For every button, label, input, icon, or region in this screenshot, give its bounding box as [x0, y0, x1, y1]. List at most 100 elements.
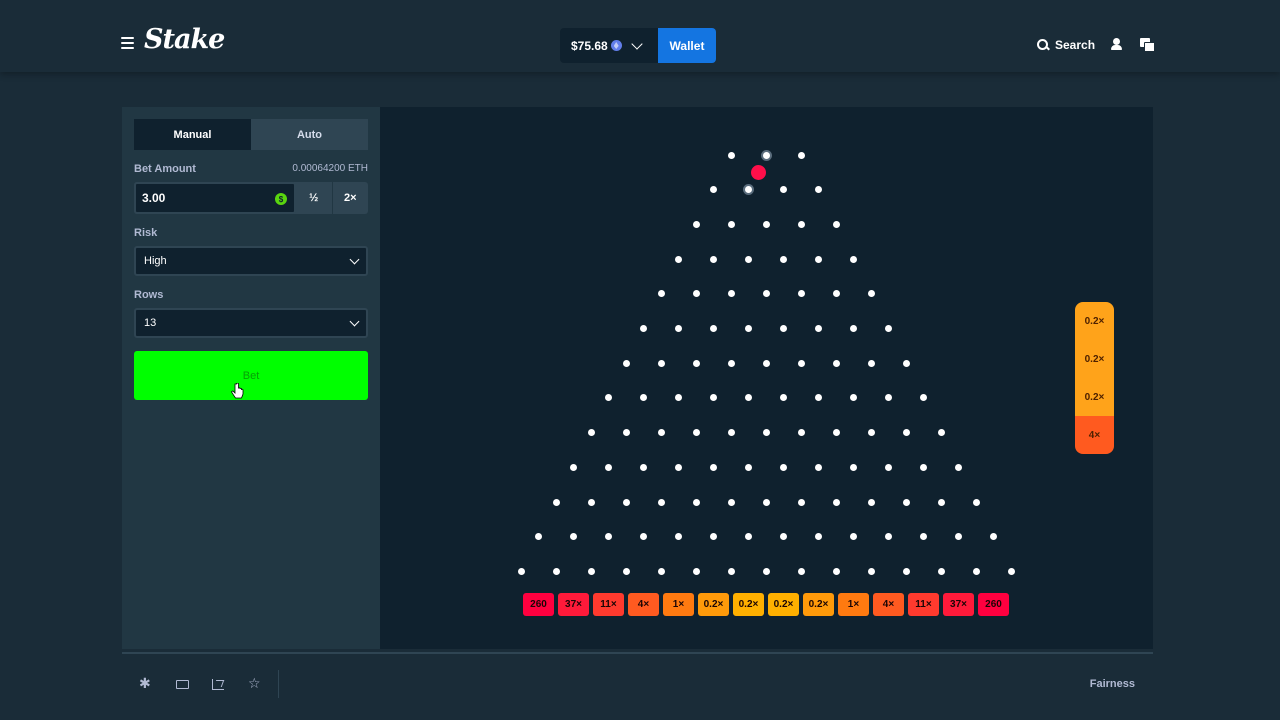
multiplier-bucket: 0.2×: [768, 592, 799, 616]
peg: [815, 394, 822, 402]
mode-tabs: Manual Auto: [134, 119, 368, 150]
peg: [902, 498, 910, 506]
search-button[interactable]: Search: [1037, 37, 1095, 53]
peg: [867, 429, 875, 437]
peg: [552, 498, 560, 506]
hamburger-menu-icon[interactable]: [121, 37, 135, 49]
peg: [902, 567, 910, 575]
peg: [710, 463, 717, 471]
double-bet-button[interactable]: 2×: [343, 192, 357, 204]
tab-auto[interactable]: Auto: [251, 119, 368, 150]
theatre-mode-icon[interactable]: [176, 678, 189, 691]
peg: [727, 220, 735, 228]
peg: [972, 498, 980, 506]
peg: [587, 429, 595, 437]
peg: [815, 533, 822, 541]
peg: [850, 463, 857, 471]
stats-icon[interactable]: [212, 678, 225, 691]
peg: [605, 463, 612, 471]
bet-amount-label-row: Bet Amount 0.00064200 ETH: [134, 163, 368, 177]
half-bet-button[interactable]: ½: [296, 182, 333, 214]
bet-amount-value: 3.00: [142, 191, 166, 205]
peg: [797, 220, 805, 228]
peg: [920, 463, 927, 471]
bet-amount-row: 3.00 $ ½ 2×: [134, 182, 368, 214]
bet-button[interactable]: Bet: [134, 351, 368, 400]
bet-sidebar: Manual Auto Bet Amount 0.00064200 ETH 3.…: [122, 107, 380, 649]
peg: [587, 567, 595, 575]
chevron-down-icon: [349, 316, 360, 326]
eth-currency-icon: [610, 40, 622, 51]
peg: [762, 429, 770, 437]
peg: [675, 533, 682, 541]
peg: [937, 429, 945, 437]
peg: [640, 325, 647, 332]
peg: [745, 255, 752, 263]
peg: [955, 533, 962, 541]
peg: [780, 325, 787, 332]
wallet-button[interactable]: Wallet: [658, 28, 716, 63]
peg: [797, 567, 805, 575]
peg: [675, 463, 682, 471]
game-container: Manual Auto Bet Amount 0.00064200 ETH 3.…: [122, 107, 1153, 705]
peg: [937, 567, 945, 575]
fairness-link[interactable]: Fairness: [1089, 678, 1135, 690]
peg: [780, 463, 787, 471]
chat-icon[interactable]: [1140, 38, 1155, 52]
multiplier-bucket: 260: [523, 592, 554, 616]
recent-result: 0.2×: [1075, 340, 1114, 378]
rows-select[interactable]: 13: [134, 308, 368, 338]
peg: [605, 394, 612, 402]
settings-icon[interactable]: [139, 675, 152, 692]
favourite-star-icon[interactable]: [248, 675, 261, 692]
bet-amount-input[interactable]: 3.00 $: [134, 182, 296, 214]
peg: [675, 325, 682, 332]
peg: [867, 498, 875, 506]
peg: [745, 533, 752, 541]
game-footer: Fairness: [122, 652, 1153, 705]
peg: [517, 567, 525, 575]
peg: [587, 498, 595, 506]
peg: [710, 255, 717, 263]
hand-cursor-icon: [231, 383, 244, 399]
peg: [710, 533, 717, 541]
peg: [867, 567, 875, 575]
risk-label-row: Risk: [134, 227, 368, 241]
risk-label: Risk: [134, 227, 158, 239]
multiplier-bucket: 4×: [873, 592, 904, 616]
peg: [762, 498, 770, 506]
peg: [657, 290, 665, 298]
peg: [920, 394, 927, 402]
peg: [552, 567, 560, 575]
dollar-coin-icon: $: [275, 193, 287, 205]
peg: [657, 498, 665, 506]
peg: [972, 567, 980, 575]
user-icon[interactable]: [1110, 38, 1123, 51]
peg: [675, 394, 682, 402]
multiplier-bucket: 37×: [558, 592, 589, 616]
peg: [675, 255, 682, 263]
peg: [885, 463, 892, 471]
stake-logo[interactable]: Stake: [144, 24, 225, 55]
peg: [692, 220, 700, 228]
multiplier-bucket: 1×: [838, 592, 869, 616]
peg: [727, 359, 735, 367]
peg: [762, 359, 770, 367]
peg: [657, 567, 665, 575]
peg: [867, 290, 875, 298]
peg: [850, 325, 857, 332]
peg: [570, 533, 577, 541]
balance-selector[interactable]: $75.68: [560, 28, 658, 63]
risk-select[interactable]: High: [134, 246, 368, 276]
tab-manual[interactable]: Manual: [134, 119, 251, 150]
rows-label-row: Rows: [134, 289, 368, 303]
peg: [832, 220, 840, 228]
peg: [780, 533, 787, 541]
peg: [622, 359, 630, 367]
peg: [692, 567, 700, 575]
peg: [622, 567, 630, 575]
chevron-down-icon: [349, 254, 360, 264]
peg: [902, 429, 910, 437]
peg: [780, 255, 787, 263]
peg: [832, 359, 840, 367]
